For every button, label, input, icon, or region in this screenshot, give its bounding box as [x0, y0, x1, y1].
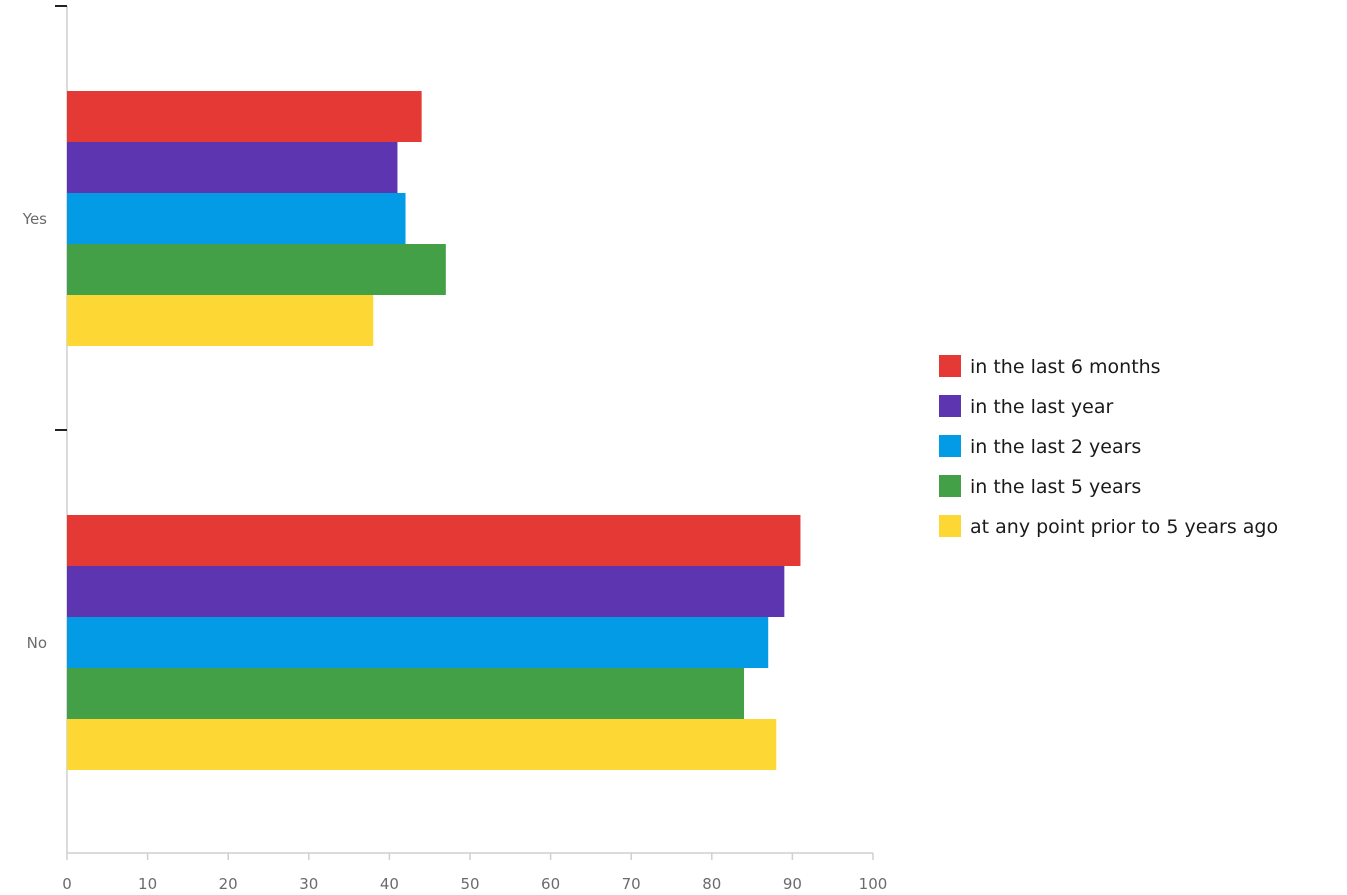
x-tick-label: 100: [859, 875, 888, 893]
bar-no-series-0: [67, 515, 801, 566]
legend-swatch: [939, 355, 961, 377]
y-category-label: No: [27, 634, 47, 652]
bar-yes-series-0: [67, 91, 422, 142]
bar-yes-series-3: [67, 244, 446, 295]
legend-label: in the last 5 years: [970, 476, 1141, 498]
x-tick-label: 20: [219, 875, 238, 893]
legend-swatch: [939, 515, 961, 537]
x-tick-label: 40: [380, 875, 399, 893]
legend-label: in the last year: [970, 396, 1113, 418]
bar-no-series-2: [67, 617, 769, 668]
legend-label: in the last 6 months: [970, 356, 1161, 378]
y-axis-category-labels: Yes No: [22, 210, 47, 652]
bar-no-series-4: [67, 719, 777, 770]
x-axis-ticks: 0 10 20 30 40 50 60 70 80 90 100: [62, 853, 887, 893]
x-tick-label: 30: [299, 875, 318, 893]
bar-yes-series-4: [67, 295, 374, 346]
legend-swatch: [939, 395, 961, 417]
legend-swatch: [939, 435, 961, 457]
x-tick-label: 60: [541, 875, 560, 893]
x-tick-label: 90: [783, 875, 802, 893]
bar-yes-series-2: [67, 193, 406, 244]
legend-swatch: [939, 475, 961, 497]
x-tick-label: 70: [622, 875, 641, 893]
bar-series-group: [67, 91, 801, 770]
x-tick-label: 10: [138, 875, 157, 893]
bar-no-series-3: [67, 668, 745, 719]
bar-yes-series-1: [67, 142, 398, 193]
legend: in the last 6 months in the last year in t…: [939, 355, 1278, 538]
x-tick-label: 50: [460, 875, 479, 893]
legend-label: in the last 2 years: [970, 436, 1141, 458]
legend-label: at any point prior to 5 years ago: [970, 516, 1278, 538]
x-tick-label: 80: [702, 875, 721, 893]
y-category-label: Yes: [22, 210, 47, 228]
x-tick-label: 0: [62, 875, 72, 893]
bar-no-series-1: [67, 566, 785, 617]
